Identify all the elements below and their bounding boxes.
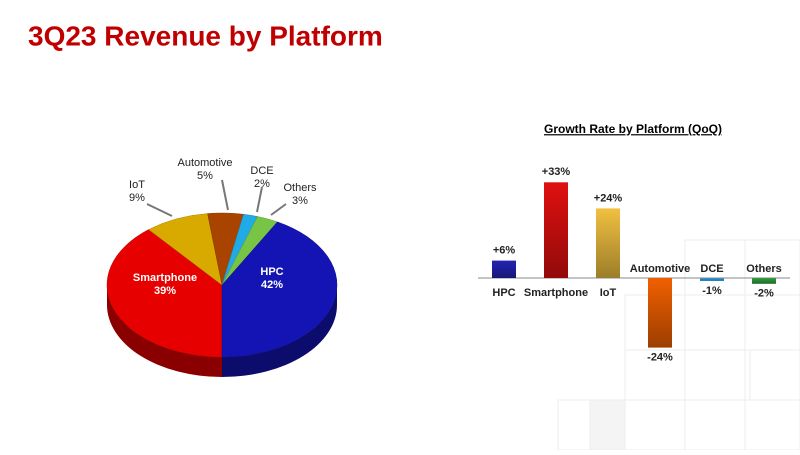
bar-value-label: -24%: [647, 352, 673, 364]
leader-line: [270, 203, 287, 216]
x-tick-label: DCE: [700, 263, 723, 275]
bar-value-label: -2%: [754, 288, 774, 300]
pie-value-label: 39%: [154, 285, 176, 297]
pie-side: [107, 285, 222, 377]
x-tick-label: Others: [746, 263, 781, 275]
pie-slice: [106, 229, 223, 358]
pie-slice: [221, 221, 338, 358]
bar: [752, 278, 776, 284]
pie-label: Others: [283, 182, 317, 194]
pie-label: DCE: [250, 165, 273, 177]
slide-title: 3Q23 Revenue by Platform: [28, 20, 383, 51]
pie-value-label: 42%: [261, 279, 283, 291]
pie-side: [222, 285, 337, 377]
x-tick-label: HPC: [492, 287, 515, 299]
bar-value-label: +6%: [493, 245, 516, 257]
leader-line: [146, 203, 173, 217]
bar-chart-title: Growth Rate by Platform (QoQ): [544, 122, 722, 136]
pie-value-label: 2%: [254, 178, 270, 190]
leader-line: [256, 186, 263, 213]
bar: [648, 278, 672, 348]
x-tick-label: IoT: [600, 287, 617, 299]
pie-label: HPC: [260, 266, 283, 278]
bar: [596, 208, 620, 278]
background-tiles: [557, 239, 800, 451]
pie-label: IoT: [129, 179, 145, 191]
bar-value-label: +33%: [542, 166, 571, 178]
bar-value-label: +24%: [594, 192, 623, 204]
pie-value-label: 9%: [129, 192, 145, 204]
x-tick-label: Automotive: [630, 263, 691, 275]
bar-value-label: -1%: [702, 285, 722, 297]
bar: [544, 182, 568, 278]
pie-value-label: 5%: [197, 170, 213, 182]
bar: [700, 278, 724, 281]
bar: [492, 260, 516, 278]
pie-value-label: 3%: [292, 195, 308, 207]
x-tick-label: Smartphone: [524, 287, 588, 299]
pie-label: Smartphone: [133, 272, 197, 284]
leader-line: [221, 179, 229, 211]
pie-label: Automotive: [177, 157, 232, 169]
